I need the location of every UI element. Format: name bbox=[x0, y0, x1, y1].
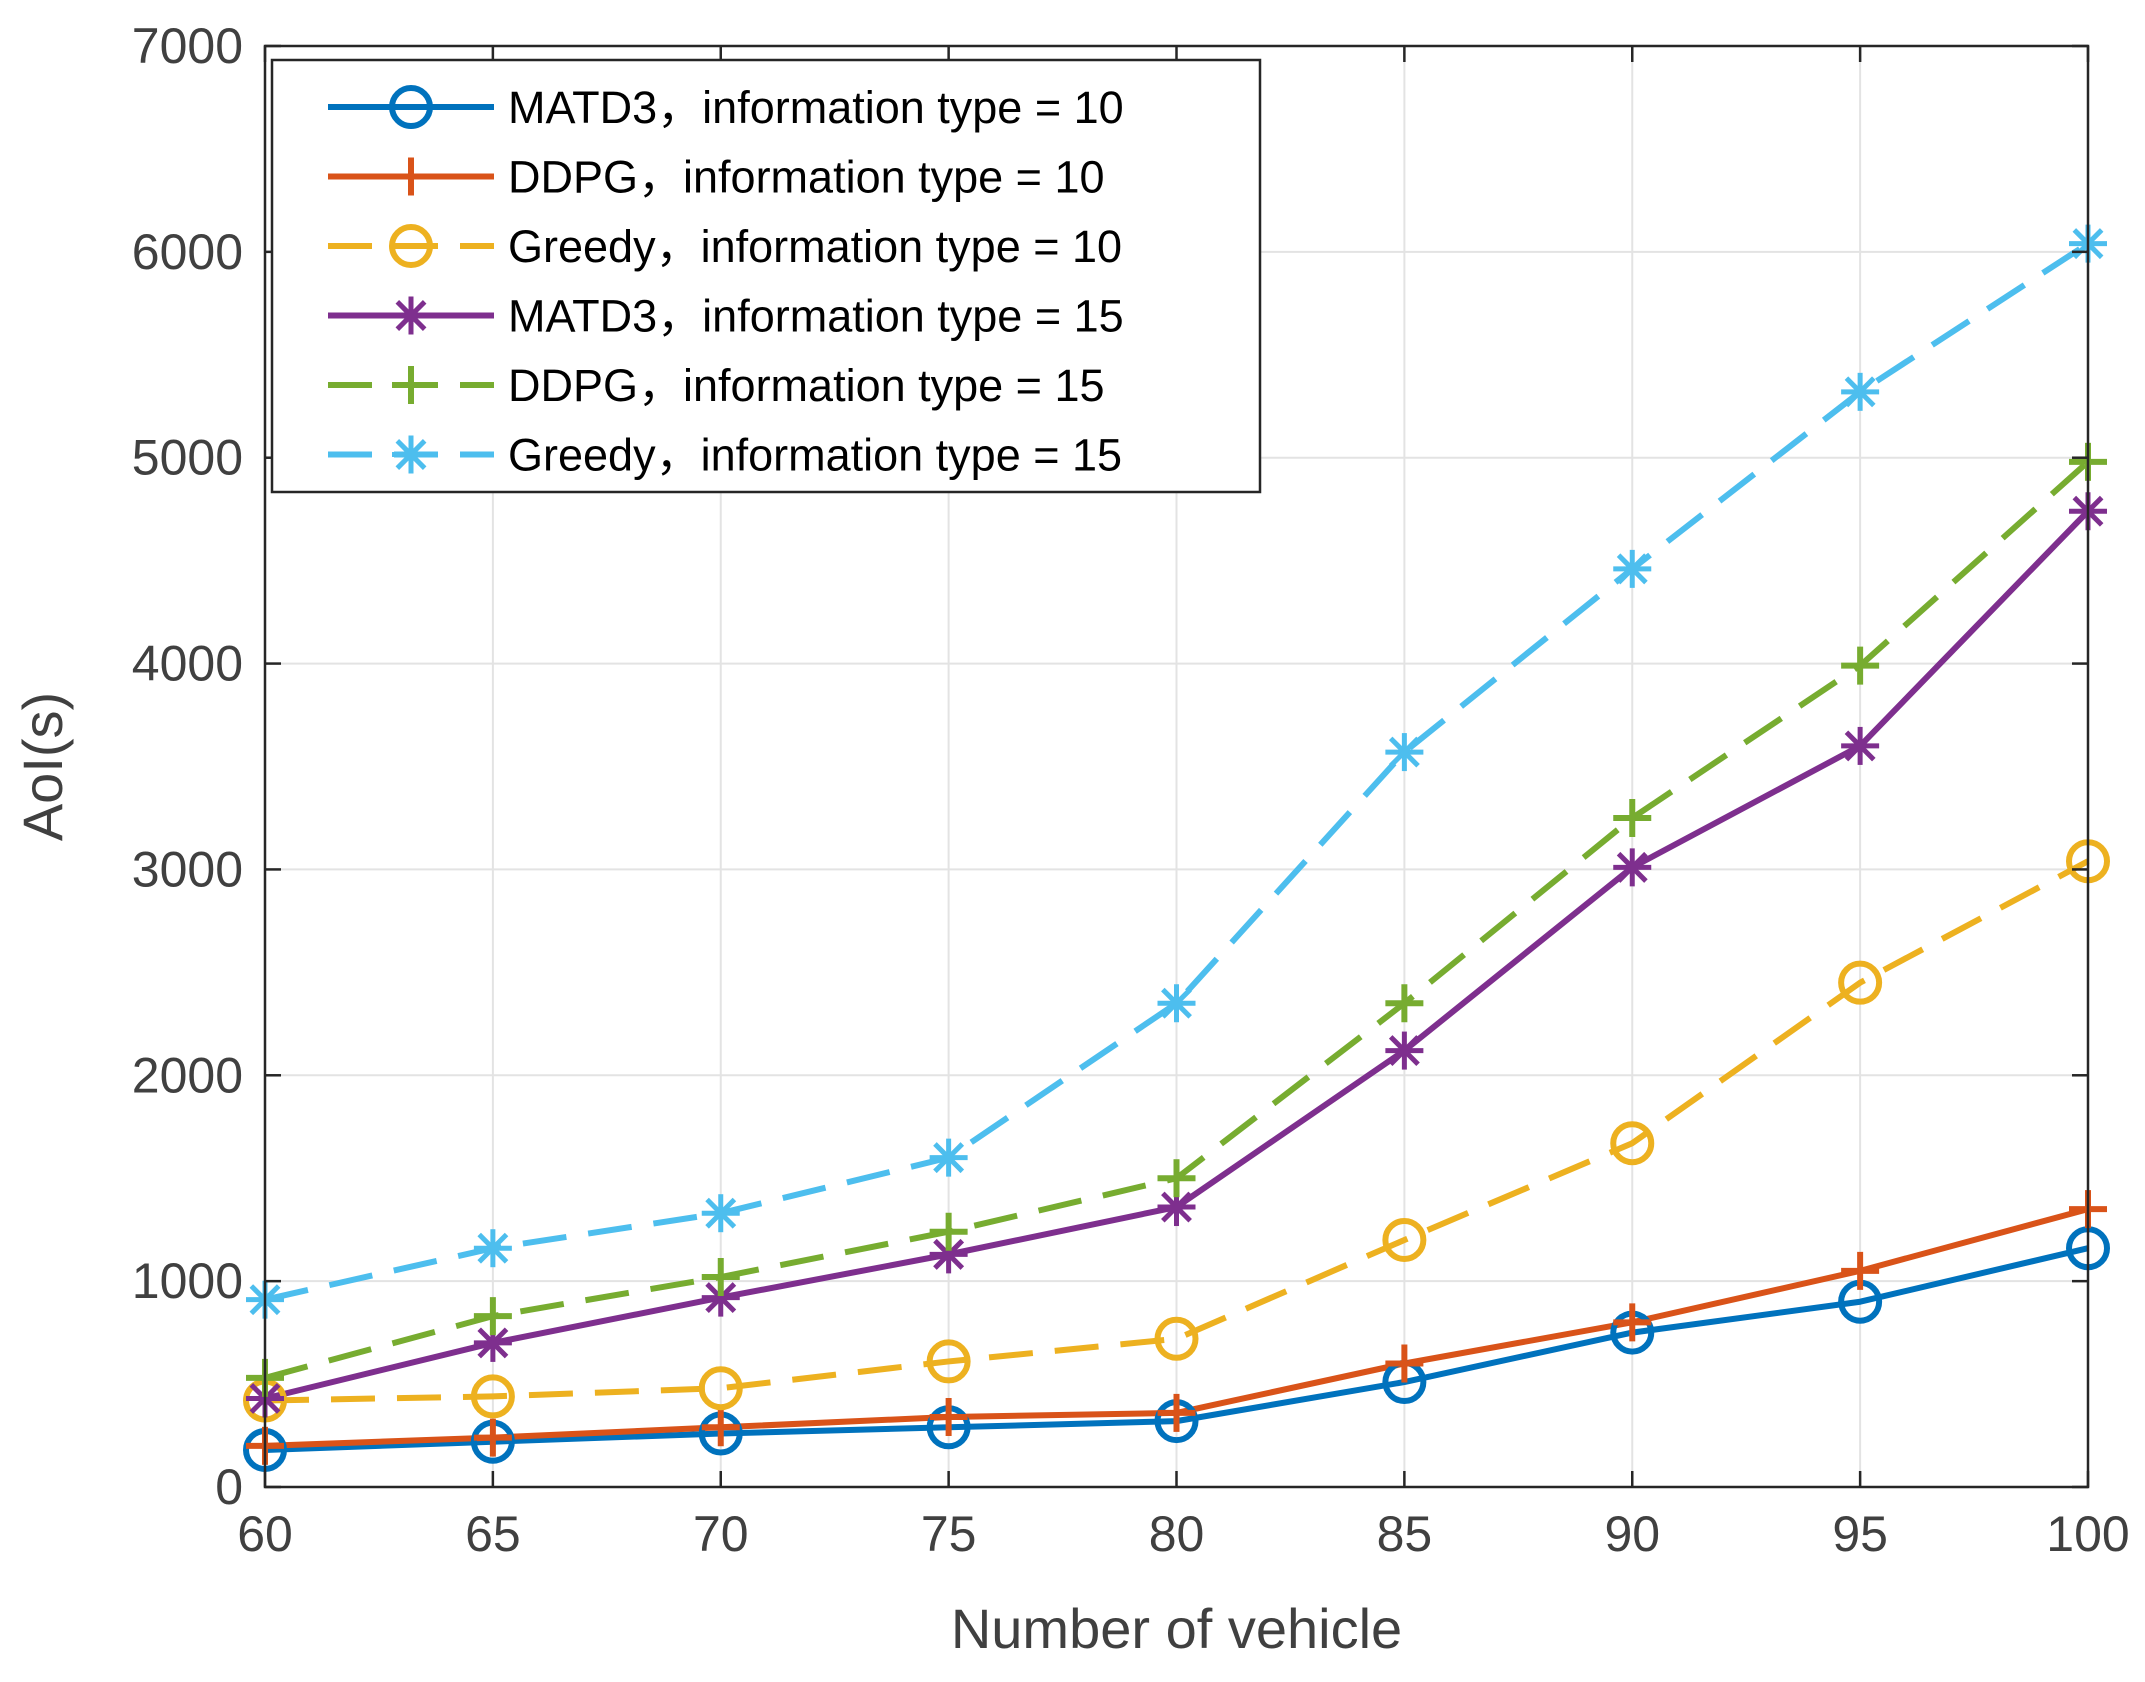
data-point-circle bbox=[698, 1366, 743, 1411]
x-axis-title: Number of vehicle bbox=[951, 1597, 1402, 1660]
legend-item-3: MATD3，information type = 15 bbox=[328, 291, 1124, 342]
data-point-circle bbox=[1610, 1121, 1655, 1166]
data-point-plus bbox=[1841, 646, 1880, 685]
legend-item-0: MATD3，information type = 10 bbox=[328, 82, 1124, 133]
legend-item-2: Greedy，information type = 10 bbox=[328, 221, 1122, 272]
data-point-asterisk bbox=[1613, 848, 1652, 887]
x-tick-label: 95 bbox=[1832, 1506, 1888, 1562]
y-tick-label: 0 bbox=[215, 1459, 243, 1515]
x-tick-label: 80 bbox=[1149, 1506, 1205, 1562]
y-tick-label: 2000 bbox=[132, 1047, 243, 1103]
data-point-circle bbox=[1838, 960, 1883, 1005]
x-tick-label: 75 bbox=[921, 1506, 977, 1562]
data-point-plus bbox=[392, 366, 430, 404]
data-point-circle bbox=[470, 1374, 515, 1419]
data-point-asterisk bbox=[392, 435, 430, 474]
data-point-asterisk bbox=[1157, 984, 1196, 1023]
data-point-asterisk bbox=[929, 1235, 968, 1274]
x-tick-label: 70 bbox=[693, 1506, 749, 1562]
legend-label: MATD3，information type = 15 bbox=[508, 291, 1124, 342]
data-point-circle bbox=[1382, 1217, 1427, 1262]
legend-label: DDPG，information type = 15 bbox=[508, 360, 1105, 411]
y-tick-label: 1000 bbox=[132, 1253, 243, 1309]
data-point-plus bbox=[1841, 1251, 1880, 1290]
y-tick-label: 7000 bbox=[132, 18, 243, 74]
data-point-circle bbox=[926, 1339, 971, 1384]
legend-label: DDPG，information type = 10 bbox=[508, 152, 1105, 203]
data-point-circle bbox=[389, 85, 433, 129]
data-point-asterisk bbox=[701, 1278, 740, 1317]
x-tick-label: 60 bbox=[237, 1506, 293, 1562]
data-point-plus bbox=[473, 1418, 512, 1457]
data-point-asterisk bbox=[701, 1194, 740, 1233]
legend-label: Greedy，information type = 15 bbox=[508, 430, 1122, 481]
data-point-plus bbox=[1385, 1344, 1424, 1383]
data-point-plus bbox=[1613, 798, 1652, 837]
data-point-plus bbox=[1613, 1303, 1652, 1342]
series-line-5 bbox=[264, 241, 2090, 1303]
data-point-asterisk bbox=[1841, 372, 1880, 411]
x-tick-label: 65 bbox=[465, 1506, 521, 1562]
data-point-circle bbox=[389, 224, 433, 268]
x-tick-label: 90 bbox=[1604, 1506, 1660, 1562]
legend-item-1: DDPG，information type = 10 bbox=[328, 152, 1105, 203]
legend-box bbox=[270, 58, 1262, 494]
legend-item-4: DDPG，information type = 15 bbox=[328, 360, 1105, 411]
y-tick-label: 6000 bbox=[132, 224, 243, 280]
data-point-asterisk bbox=[929, 1138, 968, 1177]
data-point-plus bbox=[1157, 1159, 1196, 1198]
x-tick-label: 85 bbox=[1377, 1506, 1433, 1562]
legend-item-5: Greedy，information type = 15 bbox=[328, 430, 1122, 481]
data-point-circle bbox=[1154, 1316, 1199, 1361]
data-point-asterisk bbox=[1385, 1031, 1424, 1070]
series-line-2 bbox=[264, 858, 2090, 1404]
legend: MATD3，information type = 10 DDPG，informat… bbox=[270, 58, 1262, 494]
data-point-plus bbox=[929, 1398, 968, 1437]
x-tick-label: 100 bbox=[2046, 1506, 2129, 1562]
legend-label: Greedy，information type = 10 bbox=[508, 221, 1122, 272]
data-point-asterisk bbox=[1613, 549, 1652, 588]
axis-ticks: 60 65 70 75 80 85 90 95 100010002000300040005000… bbox=[132, 18, 2130, 1562]
legend-label: MATD3，information type = 10 bbox=[508, 82, 1124, 133]
data-point-plus bbox=[701, 1408, 740, 1447]
data-point-plus bbox=[701, 1258, 740, 1297]
y-axis-title: AoI(s) bbox=[11, 692, 74, 841]
y-tick-label: 5000 bbox=[132, 430, 243, 486]
data-point-plus bbox=[392, 157, 430, 196]
data-point-plus bbox=[929, 1212, 968, 1251]
data-point-asterisk bbox=[392, 296, 430, 335]
data-point-plus bbox=[1385, 984, 1424, 1023]
data-point-asterisk bbox=[1841, 726, 1880, 765]
data-point-asterisk bbox=[473, 1229, 512, 1268]
data-point-asterisk bbox=[1385, 733, 1424, 772]
data-point-plus bbox=[473, 1297, 512, 1336]
y-tick-label: 3000 bbox=[132, 841, 243, 897]
data-point-plus bbox=[1157, 1393, 1196, 1432]
y-tick-label: 4000 bbox=[132, 636, 243, 692]
